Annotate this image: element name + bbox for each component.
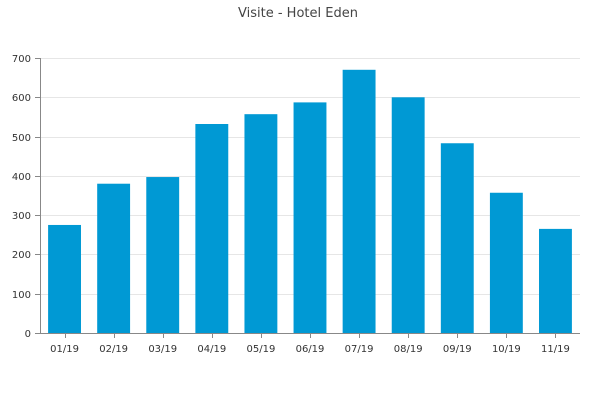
y-tick-label: 400 xyxy=(12,172,31,183)
x-tick-label: 05/19 xyxy=(246,344,275,355)
x-tick-label: 04/19 xyxy=(197,344,226,355)
x-tick-label: 08/19 xyxy=(394,344,423,355)
y-axis-ticks: 0 100 200 300 400 500 600 700 xyxy=(12,54,40,340)
bar-04-19 xyxy=(195,124,229,333)
x-tick-label: 02/19 xyxy=(99,344,128,355)
bar-11-19 xyxy=(539,228,572,333)
x-tick-label: 11/19 xyxy=(541,344,570,355)
y-tick-label: 200 xyxy=(12,250,31,261)
bar-01-19 xyxy=(48,224,81,333)
x-tick-label: 06/19 xyxy=(296,344,325,355)
bar-06-19 xyxy=(293,102,327,333)
bar-10-19 xyxy=(489,192,523,333)
bar-07-19 xyxy=(342,69,376,333)
bars xyxy=(48,69,572,334)
y-tick-label: 500 xyxy=(12,133,31,144)
y-tick-label: 0 xyxy=(25,329,31,340)
x-tick-label: 10/19 xyxy=(492,344,521,355)
x-tick-label: 01/19 xyxy=(50,344,79,355)
y-tick-label: 100 xyxy=(12,290,31,301)
y-tick-label: 300 xyxy=(12,211,31,222)
bar-05-19 xyxy=(244,114,278,334)
chart-title: Visite - Hotel Eden xyxy=(238,6,358,21)
x-axis-ticks: 01/19 02/19 03/19 04/19 05/19 06/19 07/19 08/19… xyxy=(50,333,570,355)
bar-08-19 xyxy=(391,97,425,333)
y-tick-label: 700 xyxy=(12,54,31,65)
x-tick-label: 09/19 xyxy=(443,344,472,355)
x-tick-label: 03/19 xyxy=(148,344,177,355)
bar-09-19 xyxy=(440,143,474,333)
bar-03-19 xyxy=(146,177,180,333)
x-tick-label: 07/19 xyxy=(345,344,374,355)
bar-02-19 xyxy=(97,183,131,333)
y-tick-label: 600 xyxy=(12,93,31,104)
